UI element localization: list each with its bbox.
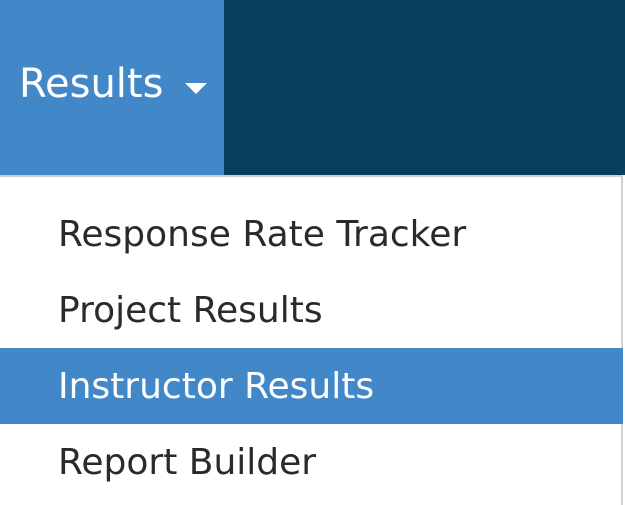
menu-item-report-builder[interactable]: Report Builder: [0, 424, 623, 500]
menu-item-project-results[interactable]: Project Results: [0, 272, 623, 348]
results-nav-dropdown-toggle[interactable]: Results: [0, 0, 224, 175]
results-nav-label: Results: [19, 60, 164, 107]
caret-down-icon: [185, 83, 208, 94]
menu-item-label: Response Rate Tracker: [58, 213, 467, 255]
menu-item-response-rate-tracker[interactable]: Response Rate Tracker: [0, 196, 623, 272]
results-dropdown-menu: Response Rate Tracker Project Results In…: [0, 175, 623, 505]
menu-item-label: Instructor Results: [58, 365, 375, 407]
top-navbar: Results: [0, 0, 625, 175]
menu-item-label: Report Builder: [58, 441, 317, 483]
menu-item-instructor-results[interactable]: Instructor Results: [0, 348, 623, 424]
menu-item-label: Project Results: [58, 289, 323, 331]
